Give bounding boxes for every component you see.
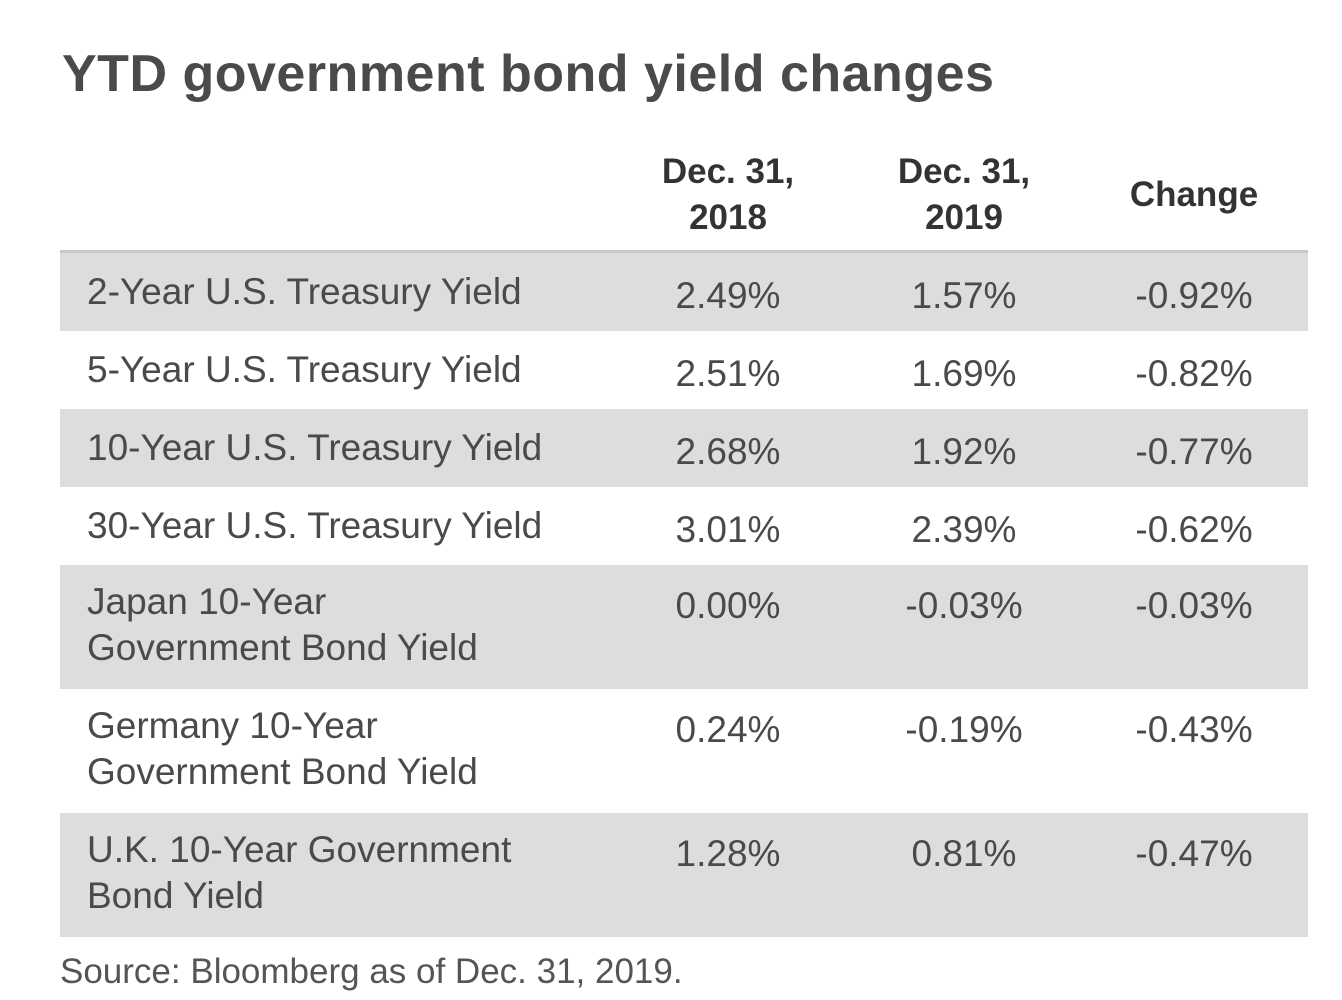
value-2019: 0.81% — [911, 833, 1017, 874]
row-label: U.K. 10-Year Government Bond Yield — [87, 829, 512, 916]
header-divider — [60, 250, 1308, 253]
value-change: -0.62% — [1135, 509, 1253, 550]
table-row: 10-Year U.S. Treasury Yield 2.68% 1.92% -0.… — [60, 409, 1308, 487]
value-change: -0.92% — [1135, 275, 1253, 316]
table-row: Japan 10-Year Government Bond Yield 0.00%… — [60, 565, 1308, 689]
value-change: -0.77% — [1135, 431, 1253, 472]
value-2018: 0.24% — [675, 709, 781, 750]
value-2018: 2.49% — [675, 275, 781, 316]
value-2018: 0.00% — [675, 585, 781, 626]
table-body: 2-Year U.S. Treasury Yield 2.49% 1.57% -0.9… — [60, 253, 1308, 937]
value-2019: -0.19% — [905, 709, 1023, 750]
value-2019: 2.39% — [911, 509, 1017, 550]
row-label: Japan 10-Year Government Bond Yield — [87, 581, 478, 668]
table-row: Germany 10-Year Government Bond Yield 0.2… — [60, 689, 1308, 813]
value-2018: 3.01% — [675, 509, 781, 550]
table-row: 30-Year U.S. Treasury Yield 3.01% 2.39% -0.… — [60, 487, 1308, 565]
row-label: 30-Year U.S. Treasury Yield — [87, 505, 543, 546]
value-2019: 1.69% — [911, 353, 1017, 394]
value-change: -0.03% — [1135, 585, 1253, 626]
table-row: U.K. 10-Year Government Bond Yield 1.28% 0… — [60, 813, 1308, 937]
source-note: Source: Bloomberg as of Dec. 31, 2019. — [60, 952, 683, 991]
value-2018: 1.28% — [675, 833, 781, 874]
value-2018: 2.68% — [675, 431, 781, 472]
value-change: -0.82% — [1135, 353, 1253, 394]
table-row: 5-Year U.S. Treasury Yield 2.51% 1.69% -0.8… — [60, 331, 1308, 409]
chart-title: YTD government bond yield changes — [62, 45, 995, 103]
column-header-2018: Dec. 31, 2018 — [661, 152, 795, 237]
value-2018: 2.51% — [675, 353, 781, 394]
value-2019: 1.57% — [911, 275, 1017, 316]
row-label: 2-Year U.S. Treasury Yield — [87, 271, 522, 312]
value-2019: 1.92% — [911, 431, 1017, 472]
row-label: 10-Year U.S. Treasury Yield — [87, 427, 543, 468]
table-header: Dec. 31, 2018 Dec. 31, 2019 Change — [60, 140, 1308, 250]
value-change: -0.43% — [1135, 709, 1253, 750]
column-header-2019: Dec. 31, 2019 — [897, 152, 1031, 237]
row-label: 5-Year U.S. Treasury Yield — [87, 349, 522, 390]
table-row: 2-Year U.S. Treasury Yield 2.49% 1.57% -0.9… — [60, 253, 1308, 331]
value-change: -0.47% — [1135, 833, 1253, 874]
row-label: Germany 10-Year Government Bond Yield — [87, 705, 478, 792]
value-2019: -0.03% — [905, 585, 1023, 626]
column-header-change: Change — [1129, 175, 1259, 214]
